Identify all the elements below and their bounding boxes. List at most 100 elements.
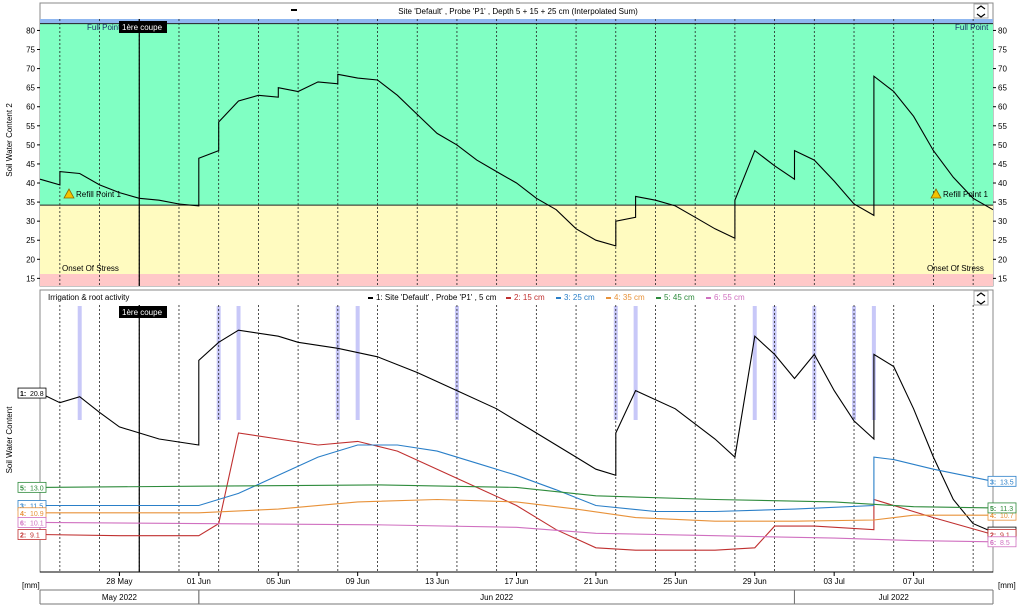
svg-text:20.8: 20.8 bbox=[30, 391, 44, 398]
y-tick-label-right: 55 bbox=[998, 122, 1007, 131]
series-line-3 bbox=[40, 444, 994, 513]
svg-text:5: 45 cm: 5: 45 cm bbox=[664, 293, 695, 302]
x-tick-label: 13 Jun bbox=[425, 577, 449, 586]
series-start-tag: 1: 20.8 bbox=[17, 387, 47, 399]
y-tick-label-left: 50 bbox=[26, 141, 35, 150]
svg-text:2:: 2: bbox=[20, 533, 26, 540]
y-tick-label-left: 75 bbox=[26, 46, 35, 55]
chevron-up-down-icon bbox=[976, 292, 986, 305]
series-line-6 bbox=[39, 521, 994, 543]
y-tick-label-right: 15 bbox=[998, 274, 1007, 283]
month-label: Jul 2022 bbox=[879, 593, 910, 602]
y-tick-label-left: 35 bbox=[26, 198, 35, 207]
legend-entry-6: 6: 55 cm bbox=[706, 293, 745, 302]
y-tick-label-left: 80 bbox=[26, 26, 35, 35]
series-value-tags: 1:20.81:9.32:9.12:9.13:11.53:13.54:10.94… bbox=[17, 387, 1017, 548]
svg-text:6: 55 cm: 6: 55 cm bbox=[714, 293, 745, 302]
y-tick-label-left: 15 bbox=[26, 274, 35, 283]
series-start-tag: 6: 10.1 bbox=[17, 517, 47, 528]
full-point-label-left: Full Point bbox=[87, 23, 121, 32]
svg-text:3:: 3: bbox=[20, 504, 26, 511]
legend-entry-5: 5: 45 cm bbox=[656, 293, 695, 302]
irrigation-event-band bbox=[355, 306, 360, 420]
svg-text:13.5: 13.5 bbox=[1000, 479, 1014, 486]
x-tick-label: 21 Jun bbox=[584, 577, 608, 586]
y-tick-label-left: 45 bbox=[26, 160, 35, 169]
bottom-chart-gridlines bbox=[59, 305, 974, 572]
y-tick-label-right: 25 bbox=[998, 236, 1007, 245]
date-axis: 28 May 01 Jun 05 Jun 09 Jun 13 Jun 17 Jun 21 J… bbox=[39, 571, 994, 605]
svg-text:6:: 6: bbox=[20, 520, 26, 527]
series-line-4 bbox=[40, 498, 993, 522]
y-tick-label-left: 30 bbox=[26, 217, 35, 226]
refill-point-marker-right: Refill Point 1 bbox=[930, 188, 988, 199]
series-start-tag: 2: 9.1 bbox=[17, 529, 47, 540]
svg-text:4:: 4: bbox=[990, 513, 996, 520]
x-tick-label: 17 Jun bbox=[504, 577, 528, 586]
series-end-tag: 3: 13.5 bbox=[987, 475, 1017, 487]
legend-entry-3: 3: 25 cm bbox=[556, 293, 595, 302]
bottom-chart-legend: 1: Site 'Default' , Probe 'P1' , 5 cm 2: … bbox=[368, 293, 745, 302]
y-tick-label-left: 40 bbox=[26, 179, 35, 188]
svg-text:8.5: 8.5 bbox=[1000, 540, 1010, 547]
svg-text:11.3: 11.3 bbox=[1000, 506, 1013, 513]
series-end-tag: 5: 11.3 bbox=[987, 502, 1017, 514]
svg-text:10.1: 10.1 bbox=[30, 520, 44, 527]
series-line-5 bbox=[39, 484, 994, 509]
onset-of-stress-label-left: Onset Of Stress bbox=[62, 264, 119, 273]
x-tick-label: 25 Jun bbox=[663, 577, 687, 586]
legend-entry-4: 4: 35 cm bbox=[606, 293, 645, 302]
bottom-chart-ylabel: Soil Water Content bbox=[5, 406, 14, 474]
full-point-label-right: Full Point bbox=[955, 23, 989, 32]
svg-text:3: 25 cm: 3: 25 cm bbox=[564, 293, 595, 302]
y-tick-label-left: 55 bbox=[26, 122, 35, 131]
irrigation-event-band bbox=[236, 306, 241, 420]
x-tick-label: 28 May bbox=[106, 577, 132, 586]
y-tick-label-right: 40 bbox=[998, 179, 1007, 188]
month-label: Jun 2022 bbox=[480, 593, 513, 602]
bottom-chart-title: Irrigation & root activity bbox=[48, 293, 129, 302]
top-chart-zones bbox=[40, 19, 993, 286]
bottom-panel-frame bbox=[39, 289, 994, 573]
y-tick-label-left: 60 bbox=[26, 103, 35, 112]
irrigation-events bbox=[77, 306, 876, 420]
unit-label-right: [mm] bbox=[998, 581, 1016, 590]
irrigation-event-band bbox=[77, 306, 82, 420]
svg-text:Refill Point 1: Refill Point 1 bbox=[943, 190, 988, 199]
cut-annotation-bottom: 1ère coupe bbox=[119, 306, 167, 318]
svg-text:4:: 4: bbox=[20, 511, 26, 518]
y-tick-label-right: 75 bbox=[998, 46, 1007, 55]
x-tick-label: 01 Jun bbox=[187, 577, 211, 586]
y-tick-label-left: 65 bbox=[26, 84, 35, 93]
legend-entry-2: 2: 15 cm bbox=[506, 293, 545, 302]
top-chart-ylabel: Soil Water Content 2 bbox=[5, 103, 14, 177]
top-scroll-button[interactable] bbox=[973, 3, 989, 19]
top-chart-gridlines bbox=[59, 19, 974, 286]
svg-text:1ère coupe: 1ère coupe bbox=[122, 308, 163, 317]
y-tick-label-right: 50 bbox=[998, 141, 1007, 150]
svg-text:1ère coupe: 1ère coupe bbox=[122, 23, 163, 32]
bottom-scroll-button[interactable] bbox=[973, 290, 989, 306]
y-tick-label-left: 25 bbox=[26, 236, 35, 245]
zone-band bbox=[40, 205, 993, 274]
onset-of-stress-label-right: Onset Of Stress bbox=[927, 264, 984, 273]
irrigation-event-band bbox=[752, 306, 757, 420]
svg-text:2:: 2: bbox=[990, 533, 996, 540]
series-end-tag: 6: 8.5 bbox=[987, 536, 1017, 548]
top-chart-legend-swatch bbox=[291, 9, 297, 11]
top-chart-series bbox=[39, 73, 994, 247]
svg-text:11.5: 11.5 bbox=[30, 504, 43, 511]
y-tick-label-right: 35 bbox=[998, 198, 1007, 207]
svg-text:4: 35 cm: 4: 35 cm bbox=[614, 293, 645, 302]
irrigation-event-band bbox=[633, 306, 638, 420]
svg-text:10.7: 10.7 bbox=[1000, 513, 1014, 520]
svg-text:1:: 1: bbox=[20, 391, 26, 398]
x-tick-label: 05 Jun bbox=[266, 577, 290, 586]
svg-text:9.1: 9.1 bbox=[1000, 533, 1010, 540]
svg-text:13.0: 13.0 bbox=[30, 485, 44, 492]
series-start-tag: 5: 13.0 bbox=[17, 481, 47, 493]
series-line-1 bbox=[39, 329, 994, 533]
bottom-chart-series bbox=[39, 329, 994, 551]
svg-text:10.9: 10.9 bbox=[30, 511, 44, 518]
